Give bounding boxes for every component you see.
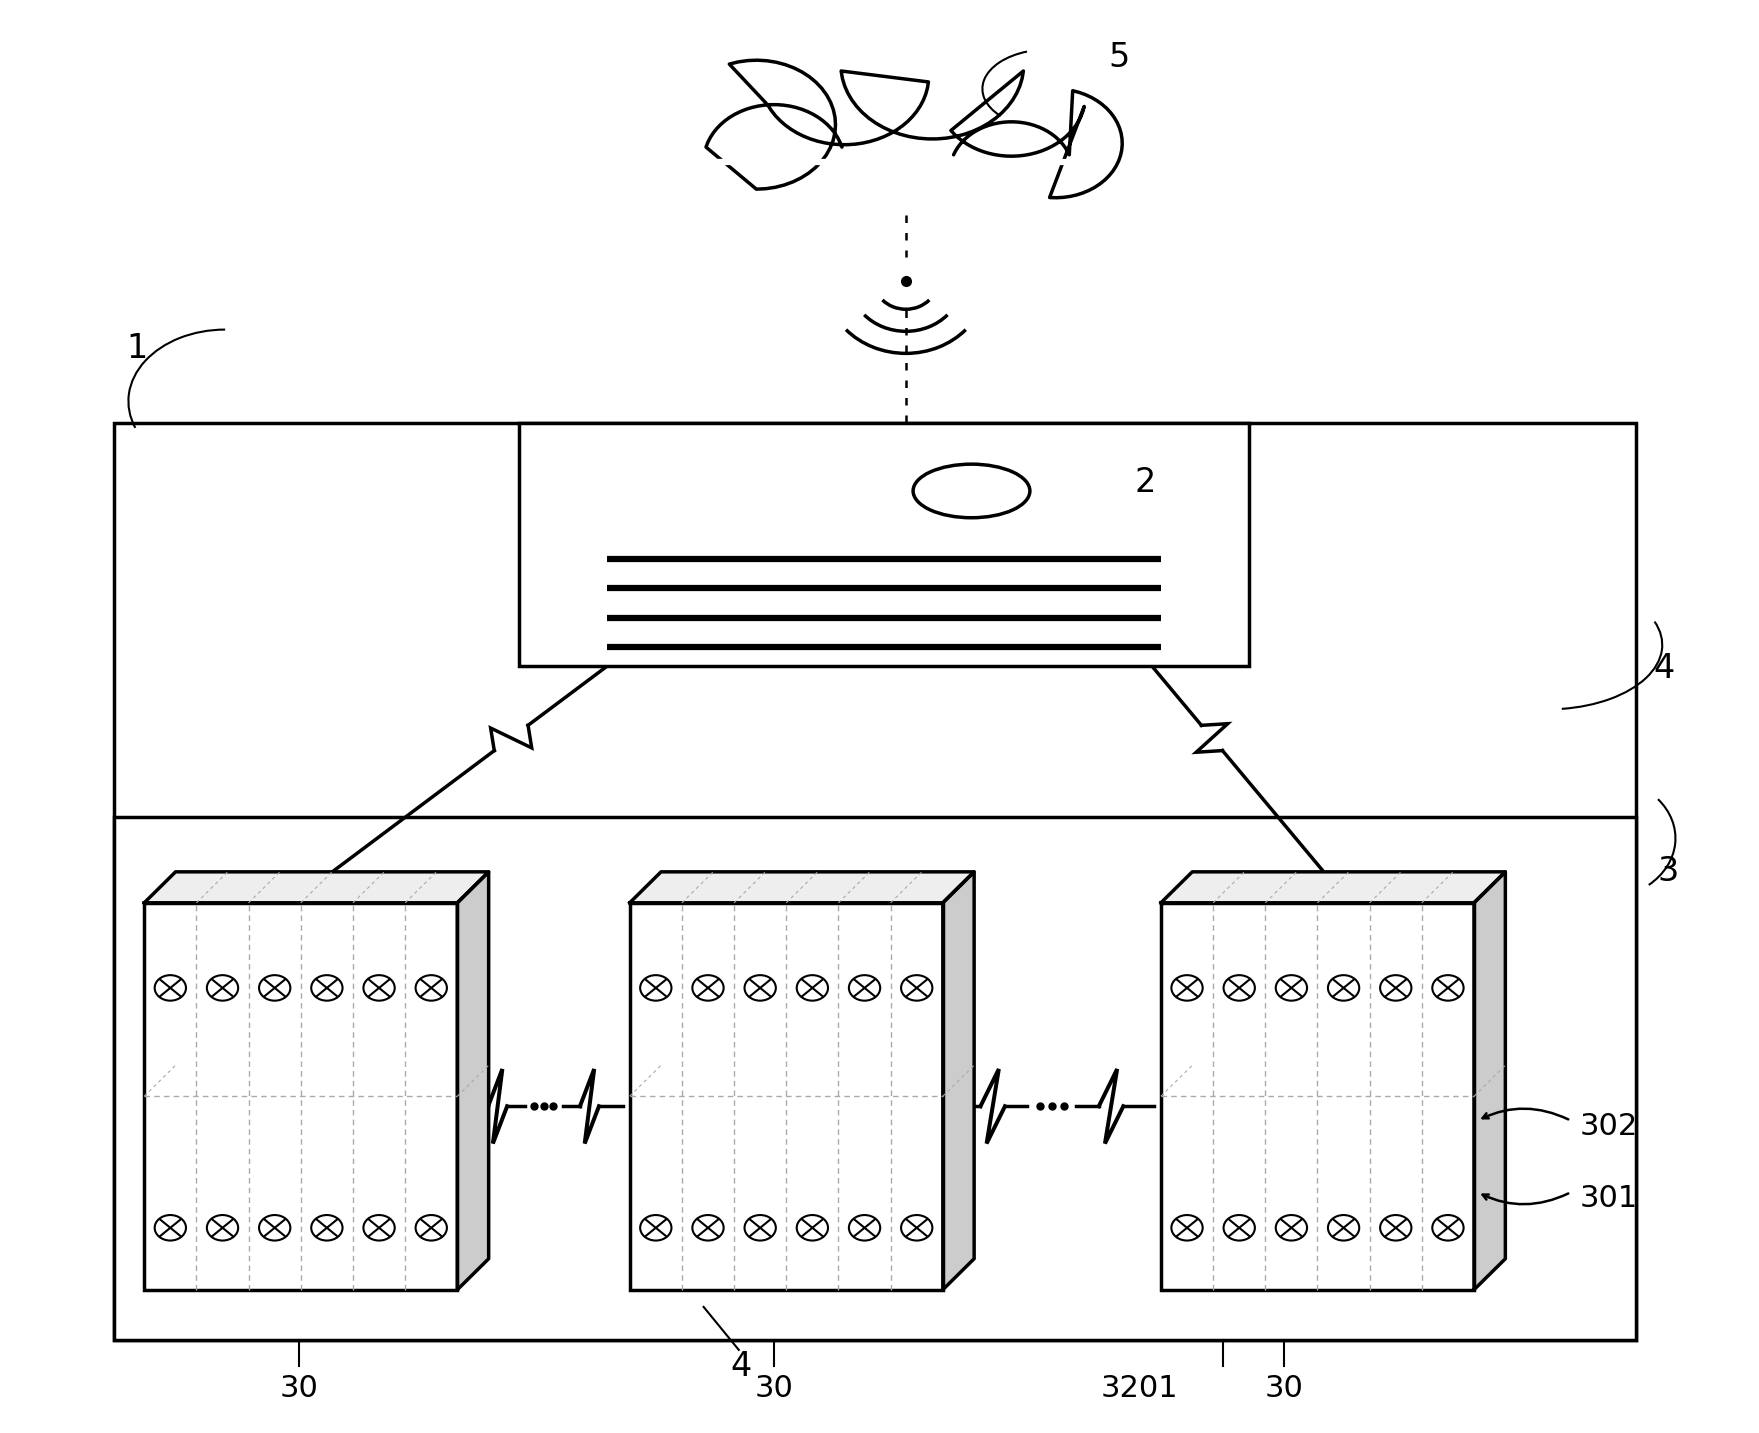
Bar bbox=[519, 423, 1249, 666]
Polygon shape bbox=[1161, 871, 1506, 903]
Text: 302: 302 bbox=[1580, 1112, 1638, 1141]
Circle shape bbox=[797, 1215, 828, 1241]
Circle shape bbox=[841, 0, 1024, 139]
Circle shape bbox=[797, 976, 828, 1000]
Circle shape bbox=[311, 976, 343, 1000]
Circle shape bbox=[1224, 1215, 1254, 1241]
Text: 1: 1 bbox=[127, 332, 148, 365]
Text: 4: 4 bbox=[1653, 652, 1675, 685]
Polygon shape bbox=[695, 153, 1117, 186]
Circle shape bbox=[1224, 976, 1254, 1000]
Circle shape bbox=[364, 976, 394, 1000]
Circle shape bbox=[950, 122, 1073, 222]
Circle shape bbox=[259, 1215, 290, 1241]
Circle shape bbox=[1171, 976, 1203, 1000]
Circle shape bbox=[1275, 1215, 1307, 1241]
Circle shape bbox=[938, 36, 1085, 156]
Polygon shape bbox=[630, 871, 974, 903]
Circle shape bbox=[1328, 1215, 1360, 1241]
Circle shape bbox=[760, 7, 929, 145]
Circle shape bbox=[1275, 976, 1307, 1000]
Text: 3201: 3201 bbox=[1101, 1374, 1179, 1403]
Circle shape bbox=[415, 976, 447, 1000]
Circle shape bbox=[1381, 1215, 1411, 1241]
Circle shape bbox=[640, 976, 672, 1000]
Circle shape bbox=[1381, 976, 1411, 1000]
Bar bbox=[114, 423, 1636, 1340]
Circle shape bbox=[1171, 1215, 1203, 1241]
Circle shape bbox=[850, 976, 880, 1000]
Circle shape bbox=[693, 976, 723, 1000]
Circle shape bbox=[989, 89, 1122, 198]
Polygon shape bbox=[144, 871, 489, 903]
Bar bbox=[630, 903, 943, 1290]
Text: 301: 301 bbox=[1580, 1184, 1638, 1212]
Text: 2: 2 bbox=[1135, 466, 1156, 499]
Bar bbox=[144, 903, 457, 1290]
Circle shape bbox=[415, 1215, 447, 1241]
Ellipse shape bbox=[913, 464, 1031, 517]
Bar bbox=[1161, 903, 1474, 1290]
Polygon shape bbox=[457, 871, 489, 1290]
Circle shape bbox=[640, 1215, 672, 1241]
Text: 3: 3 bbox=[1657, 856, 1678, 888]
Text: 4: 4 bbox=[730, 1350, 751, 1383]
Circle shape bbox=[677, 60, 836, 189]
Circle shape bbox=[693, 1215, 723, 1241]
Circle shape bbox=[704, 105, 844, 219]
Polygon shape bbox=[1474, 871, 1506, 1290]
Circle shape bbox=[311, 1215, 343, 1241]
Text: 5: 5 bbox=[1108, 42, 1129, 75]
Circle shape bbox=[1432, 1215, 1463, 1241]
Circle shape bbox=[744, 976, 776, 1000]
Circle shape bbox=[850, 1215, 880, 1241]
Polygon shape bbox=[943, 871, 974, 1290]
Circle shape bbox=[208, 976, 237, 1000]
Circle shape bbox=[901, 1215, 932, 1241]
Circle shape bbox=[1432, 976, 1463, 1000]
Circle shape bbox=[155, 1215, 186, 1241]
Circle shape bbox=[901, 976, 932, 1000]
Circle shape bbox=[744, 1215, 776, 1241]
Text: 30: 30 bbox=[755, 1374, 793, 1403]
Circle shape bbox=[1328, 976, 1360, 1000]
Circle shape bbox=[208, 1215, 237, 1241]
Circle shape bbox=[259, 976, 290, 1000]
Circle shape bbox=[364, 1215, 394, 1241]
Text: 30: 30 bbox=[280, 1374, 318, 1403]
Circle shape bbox=[155, 976, 186, 1000]
Bar bbox=[114, 817, 1636, 1340]
Text: 30: 30 bbox=[1265, 1374, 1303, 1403]
